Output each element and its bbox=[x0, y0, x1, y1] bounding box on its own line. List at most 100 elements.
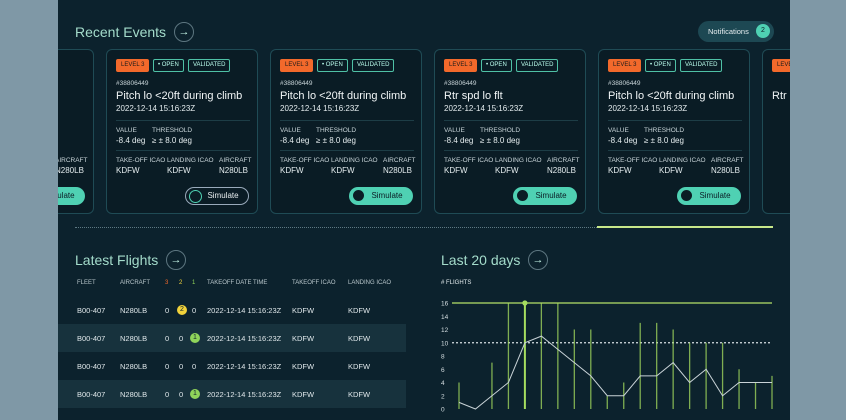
divider bbox=[608, 120, 742, 121]
notifications-count: 2 bbox=[756, 24, 770, 38]
event-card[interactable]: LEVEL 3 Rtr spd lo flt bbox=[762, 49, 790, 214]
count-badge: 1 bbox=[190, 389, 200, 399]
scroll-track bbox=[75, 227, 773, 228]
plane-icon bbox=[352, 189, 365, 202]
column-header: 3 bbox=[165, 280, 169, 286]
highlight-dot bbox=[522, 300, 528, 306]
notifications-button[interactable]: Notifications 2 bbox=[698, 21, 774, 42]
status-tag: • OPEN bbox=[317, 59, 348, 72]
cell: KDFW bbox=[348, 362, 371, 371]
cell: KDFW bbox=[292, 334, 315, 343]
level-tag: LEVEL 3 bbox=[444, 59, 478, 72]
column-header: 2 bbox=[179, 280, 183, 286]
title: Pitch lo <20ft during climb bbox=[116, 90, 243, 102]
cell: 2022-12-14 15:16:23Z bbox=[207, 334, 282, 343]
threshold: ≥ ± 8.0 deg bbox=[480, 136, 520, 145]
flight-row[interactable]: B00-407 N280LB 0 0 1 2022-12-14 15:16:23Z KDFW… bbox=[58, 324, 406, 352]
landing: KDFW bbox=[495, 166, 519, 175]
simulate-button[interactable]: Simulate bbox=[58, 187, 85, 205]
aircraft: N280LB bbox=[219, 166, 248, 175]
column-header: AIRCRAFT bbox=[120, 280, 150, 286]
threshold-label: THRESHOLD bbox=[152, 127, 193, 134]
divider bbox=[444, 120, 578, 121]
validation-tag: VALIDATED bbox=[680, 59, 723, 72]
takeoff: KDFW bbox=[444, 166, 468, 175]
title: Rtr spd lo flt bbox=[444, 90, 503, 102]
y-tick-label: 8 bbox=[441, 354, 445, 361]
takeoff: KDFW bbox=[280, 166, 304, 175]
column-header: TAKEOFF DATE TIME bbox=[207, 280, 268, 286]
column-header: LANDING ICAO bbox=[348, 280, 392, 286]
divider bbox=[116, 120, 250, 121]
status-tag: • OPEN bbox=[481, 59, 512, 72]
cell: 0 bbox=[192, 362, 197, 371]
threshold: ≥ ± 8.0 deg bbox=[644, 136, 684, 145]
y-tick-label: 6 bbox=[441, 367, 445, 374]
value: -8.4 deg bbox=[608, 136, 638, 145]
takeoff-label: TAKE-OFF ICAO bbox=[444, 157, 494, 164]
dashboard: Recent Events → Notifications 2 AIRCRAFT N280… bbox=[58, 0, 790, 420]
flight-row[interactable]: B00-407 N280LB 0 0 1 2022-12-14 15:16:23Z KDFW… bbox=[58, 380, 406, 408]
id: #38806449 bbox=[444, 80, 477, 87]
cell: B00-407 bbox=[77, 362, 106, 371]
aircraft-label: AIRCRAFT bbox=[711, 157, 744, 164]
simulate-button[interactable]: Simulate bbox=[513, 187, 577, 205]
aircraft: N280LB bbox=[383, 166, 412, 175]
id: #38806449 bbox=[608, 80, 641, 87]
status-tag: • OPEN bbox=[153, 59, 184, 72]
event-card[interactable]: LEVEL 3 • OPEN VALIDATED #38806449 Pitch lo … bbox=[270, 49, 422, 214]
cell: KDFW bbox=[348, 334, 371, 343]
level-tag: LEVEL 3 bbox=[772, 59, 790, 72]
threshold: ≥ ± 8.0 deg bbox=[316, 136, 356, 145]
takeoff-label: TAKE-OFF ICAO bbox=[280, 157, 330, 164]
level-tag: LEVEL 3 bbox=[116, 59, 150, 72]
title: Pitch lo <20ft during climb bbox=[608, 90, 735, 102]
threshold: ≥ ± 8.0 deg bbox=[152, 136, 192, 145]
y-tick-label: 10 bbox=[441, 340, 449, 347]
cell: 0 bbox=[179, 334, 184, 343]
y-axis-label: # FLIGHTS bbox=[441, 280, 472, 286]
section-title: Recent Events bbox=[75, 24, 167, 40]
divider bbox=[444, 150, 578, 151]
button-label: Simulate bbox=[699, 191, 731, 200]
landing: KDFW bbox=[659, 166, 683, 175]
cell: KDFW bbox=[348, 390, 371, 399]
flight-row[interactable]: B00-407 N280LB 0 2 0 2022-12-14 15:16:23Z KDFW… bbox=[58, 296, 406, 324]
status-tag: • OPEN bbox=[645, 59, 676, 72]
button-label: Simulate bbox=[535, 191, 567, 200]
cell: B00-407 bbox=[77, 306, 106, 315]
arrow-button[interactable]: → bbox=[528, 250, 548, 270]
validation-tag: VALIDATED bbox=[516, 59, 559, 72]
count-badge: 2 bbox=[177, 305, 187, 315]
validation-tag: VALIDATED bbox=[188, 59, 231, 72]
arrow-button[interactable]: → bbox=[166, 250, 186, 270]
aircraft-label: AIRCRAFT bbox=[383, 157, 416, 164]
cell: KDFW bbox=[292, 390, 315, 399]
event-card[interactable]: AIRCRAFT N280LB Simulate bbox=[58, 49, 94, 214]
cell: 0 bbox=[165, 306, 170, 315]
event-card[interactable]: LEVEL 3 • OPEN VALIDATED #38806449 Pitch lo … bbox=[598, 49, 750, 214]
simulate-button[interactable]: Simulate bbox=[185, 187, 249, 205]
flight-row[interactable]: B00-407 N280LB 0 0 0 2022-12-14 15:16:23Z KDFW… bbox=[58, 352, 406, 380]
cell: N280LB bbox=[120, 362, 148, 371]
title: Rtr spd lo flt bbox=[772, 90, 790, 102]
cell: KDFW bbox=[292, 306, 315, 315]
simulate-button[interactable]: Simulate bbox=[349, 187, 413, 205]
aircraft: N280LB bbox=[58, 166, 84, 175]
cell: N280LB bbox=[120, 390, 148, 399]
event-card[interactable]: LEVEL 3 • OPEN VALIDATED #38806449 Rtr spd l… bbox=[434, 49, 586, 214]
takeoff-label: TAKE-OFF ICAO bbox=[608, 157, 658, 164]
y-tick-label: 0 bbox=[441, 407, 445, 414]
cell: 0 bbox=[179, 390, 184, 399]
simulate-button[interactable]: Simulate bbox=[677, 187, 741, 205]
column-header: 1 bbox=[192, 280, 196, 286]
section-title: Latest Flights bbox=[75, 252, 159, 268]
threshold-label: THRESHOLD bbox=[316, 127, 357, 134]
time: 2022-12-14 15:16:23Z bbox=[608, 104, 688, 113]
arrow-button[interactable]: → bbox=[174, 22, 194, 42]
value-label: VALUE bbox=[280, 127, 301, 134]
column-header: TAKEOFF ICAO bbox=[292, 280, 336, 286]
landing-label: LANDING ICAO bbox=[659, 157, 706, 164]
count-badge: 1 bbox=[190, 333, 200, 343]
event-card[interactable]: LEVEL 3 • OPEN VALIDATED #38806449 Pitch lo … bbox=[106, 49, 258, 214]
